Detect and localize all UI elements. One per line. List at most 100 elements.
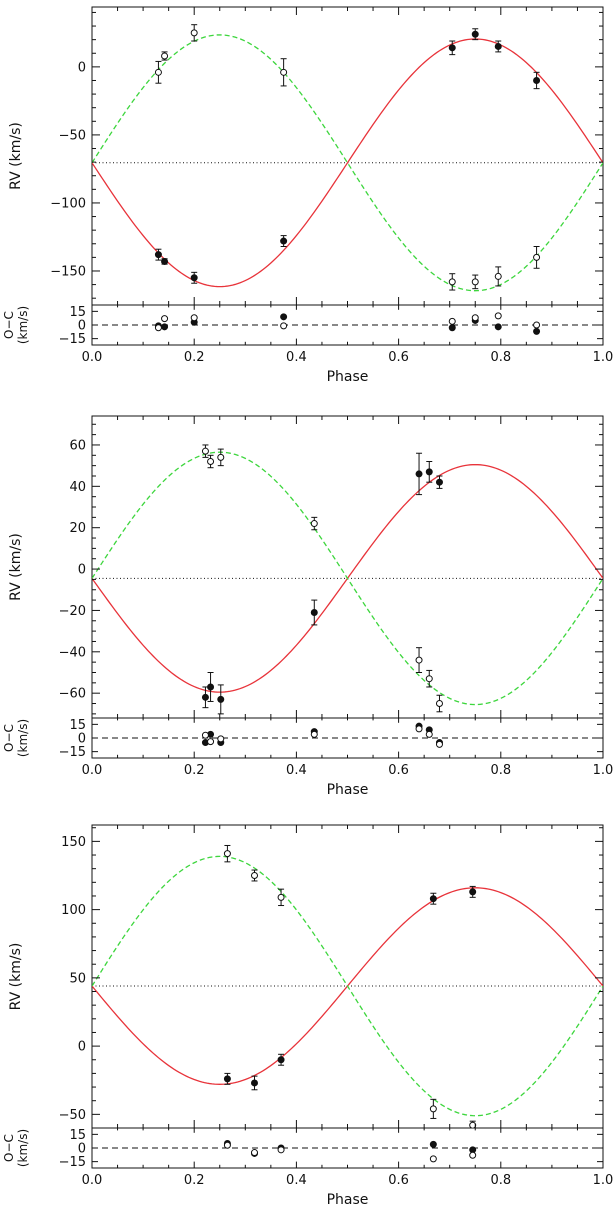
primary-data-point [435, 478, 443, 486]
y-tick-label: 0 [78, 1040, 86, 1055]
residual-y-tick-label: −15 [59, 1155, 86, 1170]
secondary-residual-point [207, 738, 215, 746]
primary-residual-point [161, 323, 169, 331]
primary-data-point [154, 251, 162, 259]
residual-y-tick-label: −15 [59, 745, 86, 760]
secondary-data-point [533, 253, 541, 261]
secondary-data-point [415, 656, 423, 664]
primary-model-curve [92, 38, 603, 288]
secondary-data-point [154, 68, 162, 76]
model-curves [92, 34, 603, 292]
primary-data-point [161, 257, 169, 265]
model-curves [92, 451, 603, 706]
x-tick-label: 1.0 [593, 350, 614, 365]
main-plot-frame [91, 415, 604, 719]
x-tick-label: 0.2 [184, 1173, 205, 1188]
primary-data-point [448, 44, 456, 52]
y-tick-label: 50 [69, 971, 86, 986]
residual-axis-unit-label: (km/s) [16, 719, 30, 757]
primary-data-point [310, 609, 318, 617]
residual-axis-label: O−C [2, 724, 16, 752]
rv-panel-3: 0.0 0.2 0.4 0.6 0.8 1.0−50050100150−15015Phas… [2, 824, 614, 1208]
y-tick-label: 150 [61, 835, 86, 850]
secondary-residual-point [201, 731, 209, 739]
primary-residual-point [448, 324, 456, 332]
primary-data-point [429, 895, 437, 903]
primary-residual-point [280, 313, 288, 321]
residual-points [154, 312, 541, 335]
primary-data-point [217, 695, 225, 703]
primary-data-point [469, 888, 477, 896]
secondary-residual-point [161, 315, 169, 323]
y-tick-label: −40 [59, 645, 86, 660]
y-tick-label: 0 [78, 563, 86, 578]
y-tick-label: 0 [78, 60, 86, 75]
residual-y-tick-label: 0 [78, 319, 86, 334]
secondary-model-curve [92, 451, 603, 706]
secondary-model-curve [92, 34, 603, 292]
rv-panel-1: 0.0 0.2 0.4 0.6 0.8 1.0−150−100−500−15015Phas… [2, 6, 614, 385]
secondary-residual-point [471, 314, 479, 322]
y-tick-label: −50 [59, 128, 86, 143]
secondary-data-point [494, 272, 502, 280]
x-axis-label: Phase [327, 1192, 369, 1208]
primary-data-point [250, 1079, 258, 1087]
secondary-residual-point [429, 1155, 437, 1163]
secondary-residual-point [154, 324, 162, 332]
x-tick-label: 0.4 [286, 1173, 307, 1188]
x-tick-label: 1.0 [593, 1173, 614, 1188]
x-axis-label: Phase [327, 782, 369, 798]
secondary-residual-point [190, 314, 198, 322]
primary-data-point [494, 42, 502, 50]
secondary-residual-point [310, 730, 318, 738]
primary-data-point [277, 1056, 285, 1064]
secondary-model-curve [92, 855, 603, 1117]
secondary-residual-point [280, 322, 288, 330]
secondary-data-point [250, 872, 258, 879]
secondary-data-point [223, 850, 231, 858]
x-tick-label: 0.4 [286, 763, 307, 778]
x-tick-label: 1.0 [593, 763, 614, 778]
primary-residual-point [429, 1140, 437, 1148]
secondary-data-point [277, 893, 285, 901]
y-axis-label: RV (km/s) [8, 533, 24, 601]
y-tick-label: 100 [61, 903, 86, 918]
secondary-residual-point [469, 1151, 477, 1159]
secondary-residual-point [250, 1149, 258, 1157]
primary-data-point [190, 274, 198, 282]
secondary-residual-point [277, 1146, 285, 1154]
primary-data-point [280, 237, 288, 245]
secondary-residual-point [223, 1141, 231, 1149]
secondary-data-point [425, 675, 433, 683]
primary-data-point [415, 470, 423, 478]
secondary-residual-point [415, 725, 423, 733]
data-points [201, 444, 443, 715]
secondary-residual-point [217, 735, 225, 743]
x-tick-label: 0.8 [490, 763, 511, 778]
secondary-data-point [448, 278, 456, 286]
y-tick-label: 40 [69, 480, 86, 495]
x-tick-label: 0.0 [82, 350, 103, 365]
primary-data-point [207, 683, 215, 691]
secondary-residual-point [494, 312, 502, 320]
y-tick-label: −150 [50, 264, 86, 279]
y-tick-label: −20 [59, 604, 86, 619]
secondary-residual-point [435, 740, 443, 748]
residual-y-tick-label: 0 [78, 732, 86, 747]
secondary-residual-point [425, 730, 433, 738]
residual-y-tick-label: 15 [69, 1128, 86, 1143]
residual-y-tick-label: 0 [78, 1142, 86, 1157]
x-axis-label: Phase [327, 369, 369, 385]
secondary-data-point [310, 520, 318, 528]
primary-residual-point [533, 327, 541, 335]
main-plot-frame [91, 824, 604, 1129]
model-curves [92, 855, 603, 1117]
residual-axis-unit-label: (km/s) [16, 1129, 30, 1167]
secondary-data-point [207, 458, 215, 466]
data-points [223, 844, 477, 1128]
x-tick-label: 0.0 [82, 763, 103, 778]
residual-y-tick-label: 15 [69, 718, 86, 733]
residual-y-tick-label: −15 [59, 332, 86, 347]
x-tick-label: 0.6 [388, 1173, 409, 1188]
